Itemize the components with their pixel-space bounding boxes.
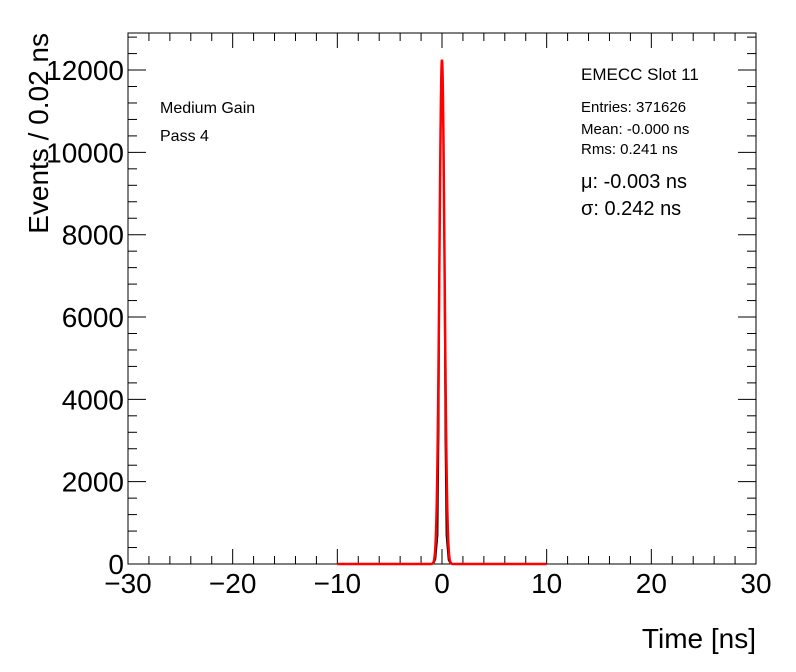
gaussian-fit-series — [337, 59, 547, 566]
fit-sigma-stat: σ: 0.242 ns — [581, 198, 681, 220]
entries-stat: Entries: 371626 — [581, 99, 686, 116]
x-tick-label: −30 — [104, 568, 152, 599]
y-tick-label: 8000 — [62, 220, 124, 251]
x-tick-label: 20 — [636, 568, 667, 599]
x-tick-label: −20 — [209, 568, 257, 599]
x-axis-label: Time [ns] — [642, 623, 756, 654]
y-tick-label: 4000 — [62, 384, 124, 415]
y-tick-label: 0 — [108, 549, 124, 580]
y-tick-label: 12000 — [46, 55, 124, 86]
y-tick-label: 6000 — [62, 302, 124, 333]
x-tick-label: 10 — [531, 568, 562, 599]
x-tick-label: 30 — [740, 568, 771, 599]
plot-data — [337, 59, 547, 566]
fit-mu-stat: μ: -0.003 ns — [581, 171, 687, 193]
pass-label: Pass 4 — [160, 128, 209, 145]
mean-stat: Mean: -0.000 ns — [581, 121, 689, 138]
y-tick-label: 2000 — [62, 467, 124, 498]
y-axis-label: Events / 0.02 ns — [23, 33, 54, 234]
x-tick-label: −10 — [314, 568, 362, 599]
axes: −30 −20 −10 0 10 20 30 0 2000 4000 6000 8000 10000 12… — [46, 32, 772, 599]
x-tick-label: 0 — [434, 568, 450, 599]
chart-title: EMECC Slot 11 — [581, 65, 699, 84]
y-tick-label: 10000 — [46, 137, 124, 168]
rms-stat: Rms: 0.241 ns — [581, 141, 678, 158]
gain-label: Medium Gain — [160, 100, 255, 117]
